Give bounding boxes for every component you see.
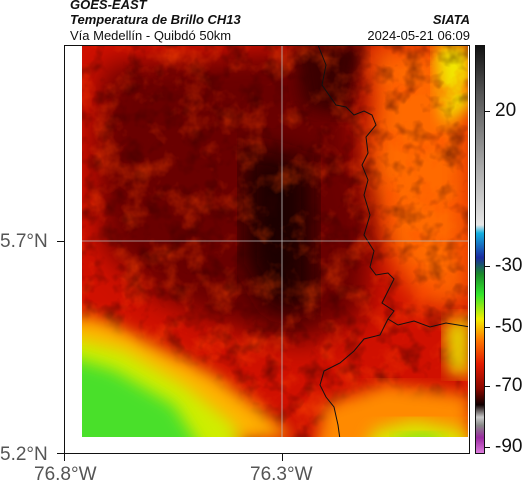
lon-tick-76-8: 76.8°W <box>34 464 97 485</box>
lat-tick-5-2: 5.2°N <box>0 444 48 465</box>
lat-tick-mark <box>57 453 64 454</box>
colorbar-tick-mark <box>485 447 490 448</box>
lon-tick-76-3: 76.3°W <box>250 464 313 485</box>
colorbar-tick-mark <box>485 111 490 112</box>
colorbar-tick-20: 20 <box>495 100 517 121</box>
lat-tick-5-7: 5.7°N <box>0 231 48 252</box>
colorbar <box>475 45 485 454</box>
source-label: SIATA <box>432 12 470 27</box>
lon-tick-mark <box>282 454 283 461</box>
colorbar-tick-neg70: -70 <box>495 375 523 396</box>
timestamp-label: 2024-05-21 06:09 <box>367 28 470 43</box>
brightness-temperature-map <box>64 45 470 454</box>
lon-tick-mark <box>64 454 65 461</box>
colorbar-tick-neg50: -50 <box>495 316 523 337</box>
colorbar-tick-mark <box>485 386 490 387</box>
colorbar-tick-neg30: -30 <box>495 255 523 276</box>
colorbar-tick-mark <box>485 266 490 267</box>
region-label: Vía Medellín - Quibdó 50km <box>70 28 232 43</box>
lat-tick-mark <box>57 241 64 242</box>
map-panel[interactable] <box>64 45 470 454</box>
colorbar-tick-mark <box>485 327 490 328</box>
colorbar-tick-neg90: -90 <box>495 436 523 457</box>
satellite-title: GOES-EAST <box>70 0 147 12</box>
product-title: Temperatura de Brillo CH13 <box>70 12 241 27</box>
